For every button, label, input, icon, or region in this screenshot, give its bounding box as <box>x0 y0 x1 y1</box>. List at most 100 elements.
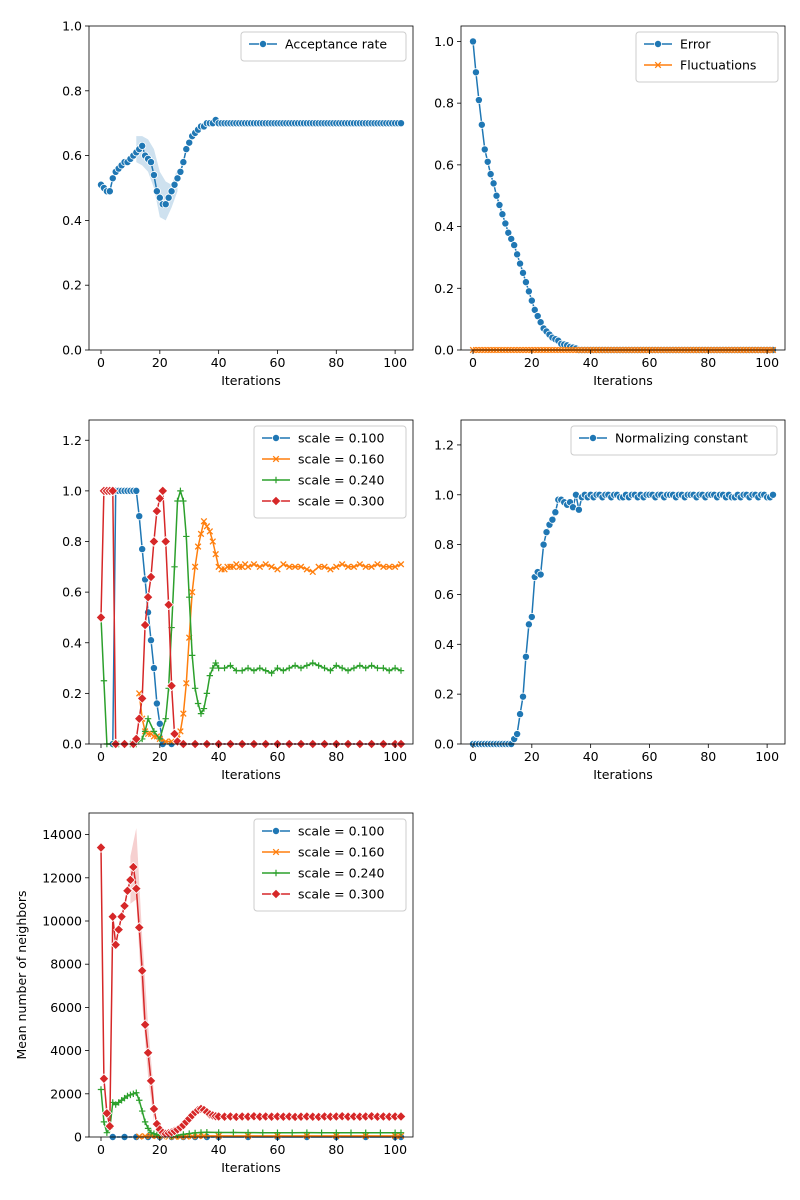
data-point <box>194 700 202 707</box>
data-point <box>244 1132 252 1140</box>
data-point <box>135 1133 143 1140</box>
data-point <box>230 1129 237 1136</box>
data-point <box>356 662 364 669</box>
y-tick-label: 8000 <box>50 957 82 972</box>
y-tick-label: 2000 <box>50 1086 82 1101</box>
x-axis-label: Iterations <box>593 373 653 388</box>
series-line <box>100 490 401 745</box>
data-point <box>141 1132 149 1140</box>
x-tick-label: 40 <box>583 355 599 370</box>
x-tick-label: 20 <box>152 749 168 764</box>
data-point <box>303 1129 311 1136</box>
data-point <box>542 528 551 537</box>
legend-entry: Fluctuations <box>680 58 756 73</box>
x-tick-label: 60 <box>642 355 658 370</box>
data-point <box>397 561 405 568</box>
data-point <box>188 652 196 659</box>
data-point <box>132 486 141 495</box>
data-point <box>157 485 169 497</box>
y-tick-label: 0.0 <box>434 343 454 358</box>
data-point <box>297 664 305 672</box>
legend-marker <box>654 40 663 49</box>
data-point <box>344 667 352 674</box>
data-point <box>315 662 322 669</box>
data-point <box>138 141 147 150</box>
data-point <box>191 685 199 692</box>
data-point <box>180 1131 187 1138</box>
data-point <box>333 1132 340 1140</box>
data-point <box>368 563 375 571</box>
data-point <box>374 664 381 672</box>
data-point <box>144 715 152 722</box>
data-point <box>130 1090 137 1097</box>
data-point <box>215 1129 222 1136</box>
data-point <box>350 664 358 672</box>
data-point <box>356 561 364 568</box>
data-point <box>327 667 334 674</box>
y-tick-label: 0.8 <box>434 537 454 552</box>
data-point <box>280 561 287 568</box>
data-point <box>221 664 228 672</box>
data-point <box>97 1086 105 1093</box>
data-point <box>122 885 133 897</box>
data-point <box>480 145 489 154</box>
data-point <box>315 563 322 571</box>
data-point <box>244 563 252 571</box>
data-point <box>227 662 234 669</box>
x-tick-label: 80 <box>700 355 716 370</box>
legend-marker <box>589 433 598 442</box>
data-point <box>501 219 510 228</box>
data-point <box>136 1097 143 1104</box>
y-axis-label: Mean number of neighbors <box>14 891 29 1060</box>
data-point <box>167 187 176 196</box>
data-point <box>288 1129 296 1136</box>
data-point <box>362 664 369 672</box>
data-point <box>110 939 122 951</box>
data-point <box>139 1019 151 1031</box>
data-point <box>527 296 536 305</box>
data-point <box>338 561 346 568</box>
data-point <box>191 1129 199 1137</box>
legend: scale = 0.100 scale = 0.160 scale = 0.240 s… <box>253 425 407 519</box>
data-point <box>113 924 125 936</box>
data-point <box>397 667 405 674</box>
legend-marker <box>272 455 280 463</box>
y-tick-label: 1.2 <box>434 437 454 452</box>
y-tick-label: 0.8 <box>62 534 82 549</box>
data-point <box>95 612 107 623</box>
chart-panel-2: 0 20 40 60 80 100 0.0 0.2 0.4 0.6 0.8 1.0 Iterations… <box>434 25 786 388</box>
data-point <box>395 1111 407 1122</box>
data-point <box>169 728 180 740</box>
x-axis-label: Iterations <box>221 373 281 388</box>
data-point <box>477 120 486 129</box>
y-tick-label: 0.6 <box>62 148 82 163</box>
data-point <box>527 612 536 621</box>
data-point <box>142 1047 154 1059</box>
data-point <box>318 1129 325 1136</box>
data-point <box>160 536 172 547</box>
data-point <box>209 664 216 672</box>
data-point <box>200 517 208 525</box>
data-point <box>173 174 182 183</box>
x-tick-label: 0 <box>469 355 477 370</box>
data-point <box>166 680 177 692</box>
legend-box <box>253 818 407 912</box>
legend-entry: scale = 0.300 <box>298 887 384 902</box>
y-tick-label: 14000 <box>42 827 82 842</box>
data-point <box>141 1118 149 1126</box>
x-tick-label: 100 <box>755 355 779 370</box>
data-point <box>521 278 530 287</box>
y-tick-label: 4000 <box>50 1043 82 1058</box>
data-point <box>233 667 240 674</box>
legend-marker <box>271 433 280 442</box>
data-point <box>168 738 175 745</box>
data-point <box>327 566 334 573</box>
data-point <box>155 193 164 202</box>
y-tick-label: 1.0 <box>434 34 454 49</box>
data-point <box>156 735 164 743</box>
legend-entry: scale = 0.160 <box>298 845 384 860</box>
x-tick-label: 80 <box>328 1142 344 1157</box>
data-point <box>180 497 187 505</box>
data-point <box>203 523 211 530</box>
y-tick-label: 0.6 <box>434 587 454 602</box>
